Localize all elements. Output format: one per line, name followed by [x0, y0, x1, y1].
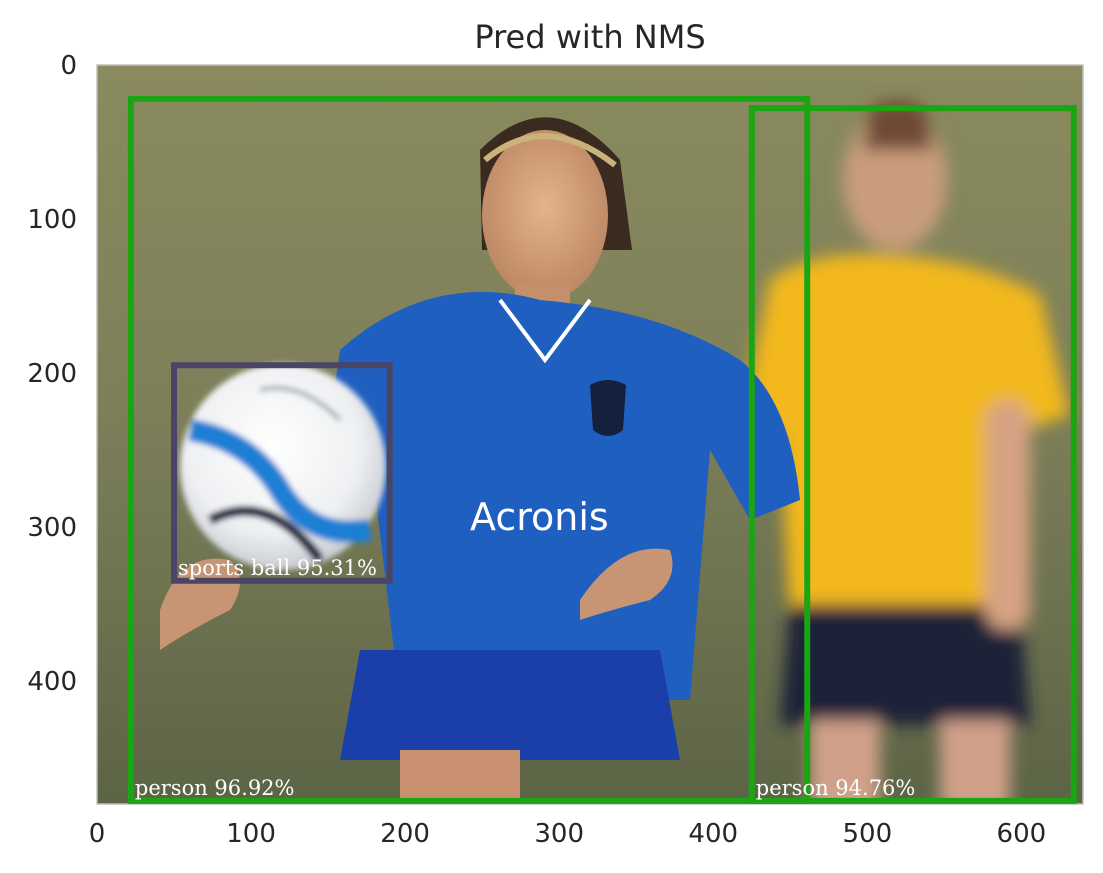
photo: Acronis — [97, 65, 1083, 804]
plot-title: Pred with NMS — [474, 18, 705, 56]
x-tick-label: 400 — [688, 819, 738, 849]
detection-box: person 96.92% — [127, 95, 811, 804]
bounding-box — [127, 95, 811, 804]
y-tick-label: 200 — [27, 359, 77, 389]
y-tick-label: 400 — [27, 667, 77, 697]
detection-label: sports ball 95.31% — [178, 556, 377, 580]
y-tick-label: 100 — [27, 205, 77, 235]
x-tick-label: 0 — [89, 819, 106, 849]
y-tick-label: 0 — [60, 51, 77, 81]
detection-label: person 94.76% — [756, 776, 916, 800]
x-tick-label: 600 — [997, 819, 1047, 849]
detection-box: person 94.76% — [748, 105, 1077, 804]
plot-frame — [96, 64, 1084, 805]
x-tick-label: 500 — [842, 819, 892, 849]
jersey-print: Acronis — [470, 495, 609, 539]
background-player — [740, 100, 1070, 804]
axis-ticks: 0 100 200 300 400 500 600 0 100 200 300 400 — [27, 51, 1046, 849]
bounding-box — [171, 362, 393, 584]
detection-label: person 96.92% — [135, 776, 295, 800]
detection-box: sports ball 95.31% — [171, 362, 393, 584]
x-tick-label: 100 — [226, 819, 276, 849]
x-tick-label: 300 — [534, 819, 584, 849]
detections: person 96.92% person 94.76% sports ball 95… — [127, 95, 1077, 804]
main-player: Acronis — [160, 117, 800, 804]
x-tick-label: 200 — [380, 819, 430, 849]
y-tick-label: 300 — [27, 513, 77, 543]
ball — [180, 364, 386, 570]
bounding-box — [748, 105, 1077, 804]
